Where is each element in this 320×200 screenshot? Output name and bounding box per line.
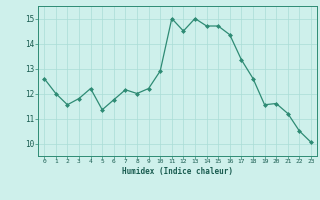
X-axis label: Humidex (Indice chaleur): Humidex (Indice chaleur)	[122, 167, 233, 176]
